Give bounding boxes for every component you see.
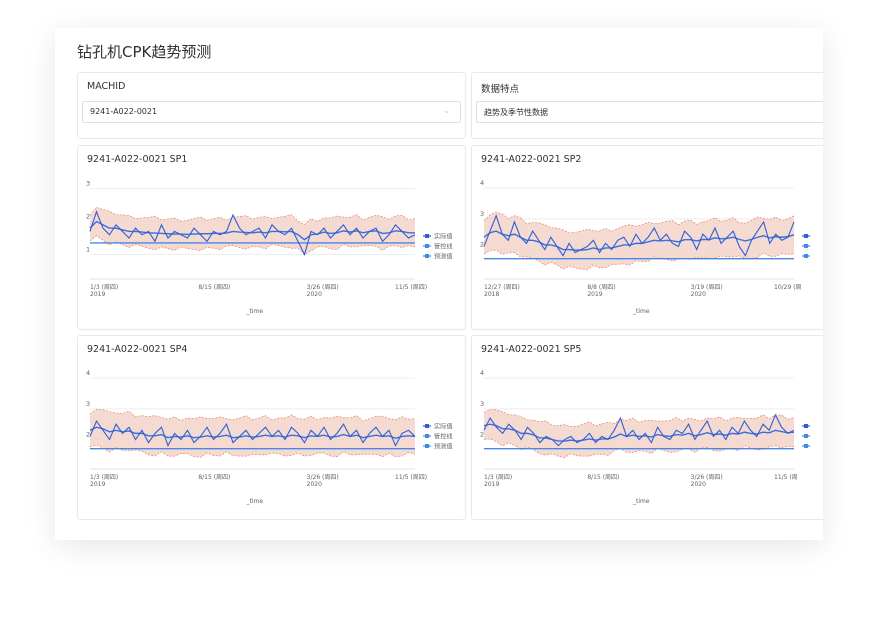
x-tick-year: 2019 xyxy=(484,481,499,488)
band-upper-edge xyxy=(483,211,795,234)
legend-label: 实际值 xyxy=(434,423,453,431)
x-tick-label: 10/29 (周 xyxy=(774,284,802,291)
band-upper-edge xyxy=(89,206,416,226)
prediction-band xyxy=(484,409,794,458)
predicted-line xyxy=(89,220,415,241)
chart-title: 9241-A022-0021 SP2 xyxy=(481,154,582,165)
machid-select-value: 9241-A022-0021 xyxy=(90,107,158,116)
page-title: 钻孔机CPK趋势预测 xyxy=(77,43,212,61)
feature-label: 数据特点 xyxy=(481,84,520,95)
actual-line xyxy=(483,214,795,257)
legend-label: 实际值 xyxy=(434,233,453,241)
x-tick-label: 8/15 (周四) xyxy=(587,474,619,481)
x-axis-label: _time xyxy=(632,498,650,505)
x-axis-label: _time xyxy=(632,308,650,315)
x-tick-label: 1/3 (周四) xyxy=(484,474,512,481)
x-tick-label: 11/5 (周四) xyxy=(395,474,427,481)
x-tick-label: 1/3 (周四) xyxy=(90,474,118,481)
y-tick-label: 3 xyxy=(480,400,484,408)
actual-line xyxy=(483,413,795,447)
x-tick-year: 2020 xyxy=(691,481,706,488)
machid-select[interactable]: 9241-A022-0021 ⌄ xyxy=(82,101,461,123)
chart-panel-sp4: 9241-A022-0021 SP4 2 3 4 1/3 (周四) 2019 8/15 (… xyxy=(77,335,466,520)
legend-label: 预测值 xyxy=(434,443,453,451)
feature-select[interactable]: 趋势及季节性数据 xyxy=(476,101,823,123)
predicted-line xyxy=(483,230,795,251)
x-tick-label: 3/26 (周四) xyxy=(691,474,723,481)
x-tick-year: 2018 xyxy=(484,291,499,298)
x-tick-label: 8/8 (周四) xyxy=(587,284,615,291)
machid-label: MACHID xyxy=(87,81,126,92)
legend-swatch xyxy=(425,434,429,438)
feature-select-value: 趋势及季节性数据 xyxy=(484,108,548,117)
x-tick-label: 11/5 (周四) xyxy=(395,284,427,291)
chart-sp2: 2 3 4 12/27 (周四)2018 8/8 (周四)2019 3/19 (周四)20… xyxy=(480,179,810,315)
x-axis-label: _time xyxy=(246,308,264,315)
y-tick-label: 4 xyxy=(86,369,90,377)
y-tick-label: 4 xyxy=(480,369,484,377)
y-tick-label: 3 xyxy=(86,180,90,188)
legend-swatch xyxy=(425,234,429,238)
x-tick-year: 2019 xyxy=(587,291,602,298)
legend-swatch xyxy=(425,244,429,248)
y-tick-label: 2 xyxy=(480,431,484,439)
feature-filter-panel: 数据特点 趋势及季节性数据 xyxy=(471,72,823,139)
legend-swatch xyxy=(804,424,808,428)
chart-title: 9241-A022-0021 SP1 xyxy=(87,154,188,165)
x-tick-year: 2020 xyxy=(307,291,322,298)
band-lower-edge xyxy=(483,249,795,271)
chart-sp5: 2 3 4 1/3 (周四)2019 8/15 (周四) 3/26 (周四)2020 11/… xyxy=(480,369,810,505)
y-tick-label: 2 xyxy=(86,213,90,221)
legend-swatch xyxy=(425,254,429,258)
legend-label: 管控线 xyxy=(434,433,453,441)
x-tick-label: 12/27 (周四) xyxy=(484,284,520,291)
chart-title: 9241-A022-0021 SP5 xyxy=(481,344,582,355)
legend-swatch xyxy=(804,434,808,438)
chart-panel-sp1: 9241-A022-0021 SP1 1 2 3 1/3 (周四) 2019 8/15 (… xyxy=(77,145,466,330)
x-tick-year: 2020 xyxy=(691,291,706,298)
dashboard-card: 钻孔机CPK趋势预测 MACHID 9241-A022-0021 ⌄ 数据特点 … xyxy=(55,28,823,540)
legend-swatch xyxy=(804,244,808,248)
x-tick-label: 1/3 (周四) xyxy=(90,284,118,291)
chart-panel-sp2: 9241-A022-0021 SP2 2 3 4 12/27 (周四) 2018 8/8 … xyxy=(471,145,823,330)
chart-sp4: 2 3 4 1/3 (周四)2019 8/15 (周四) 3/26 (周四)2020 11/… xyxy=(86,369,453,505)
x-tick-label: 3/26 (周四) xyxy=(307,474,339,481)
x-tick-label: 3/19 (周四) xyxy=(691,284,723,291)
band-lower-edge xyxy=(89,444,416,458)
legend-label: 预测值 xyxy=(434,253,453,261)
x-tick-year: 2019 xyxy=(90,291,105,298)
prediction-band xyxy=(484,212,794,270)
x-tick-label: 8/15 (周四) xyxy=(198,284,230,291)
actual-line xyxy=(89,419,416,448)
band-upper-edge xyxy=(89,409,416,422)
band-lower-edge xyxy=(483,438,795,458)
x-tick-label: 3/26 (周四) xyxy=(307,284,339,291)
x-tick-label: 11/5 (周 xyxy=(774,474,798,481)
legend-label: 管控线 xyxy=(434,243,453,251)
legend-swatch xyxy=(804,234,808,238)
actual-line xyxy=(89,210,416,257)
legend-swatch xyxy=(804,444,808,448)
chevron-down-icon: ⌄ xyxy=(443,106,450,115)
y-tick-label: 3 xyxy=(480,210,484,218)
band-lower-edge xyxy=(89,235,416,255)
y-tick-label: 2 xyxy=(480,241,484,249)
chart-sp1: 1 2 3 1/3 (周四)2019 8/15 (周四) 3/26 (周四)2020 11/… xyxy=(86,180,453,315)
chart-title: 9241-A022-0021 SP4 xyxy=(87,344,188,355)
prediction-band xyxy=(90,409,415,458)
x-tick-year: 2020 xyxy=(307,481,322,488)
y-tick-label: 2 xyxy=(86,431,90,439)
x-tick-label: 8/15 (周四) xyxy=(198,474,230,481)
y-tick-label: 4 xyxy=(480,179,484,187)
legend-swatch xyxy=(804,254,808,258)
x-tick-year: 2019 xyxy=(90,481,105,488)
legend-swatch xyxy=(425,424,429,428)
legend-swatch xyxy=(425,444,429,448)
band-upper-edge xyxy=(483,409,795,427)
x-axis-label: _time xyxy=(246,498,264,505)
y-tick-label: 3 xyxy=(86,400,90,408)
y-tick-label: 1 xyxy=(86,246,90,254)
chart-panel-sp5: 9241-A022-0021 SP5 2 3 4 1/3 (周四) 2019 8/15 (… xyxy=(471,335,823,520)
machid-filter-panel: MACHID 9241-A022-0021 ⌄ xyxy=(77,72,466,139)
